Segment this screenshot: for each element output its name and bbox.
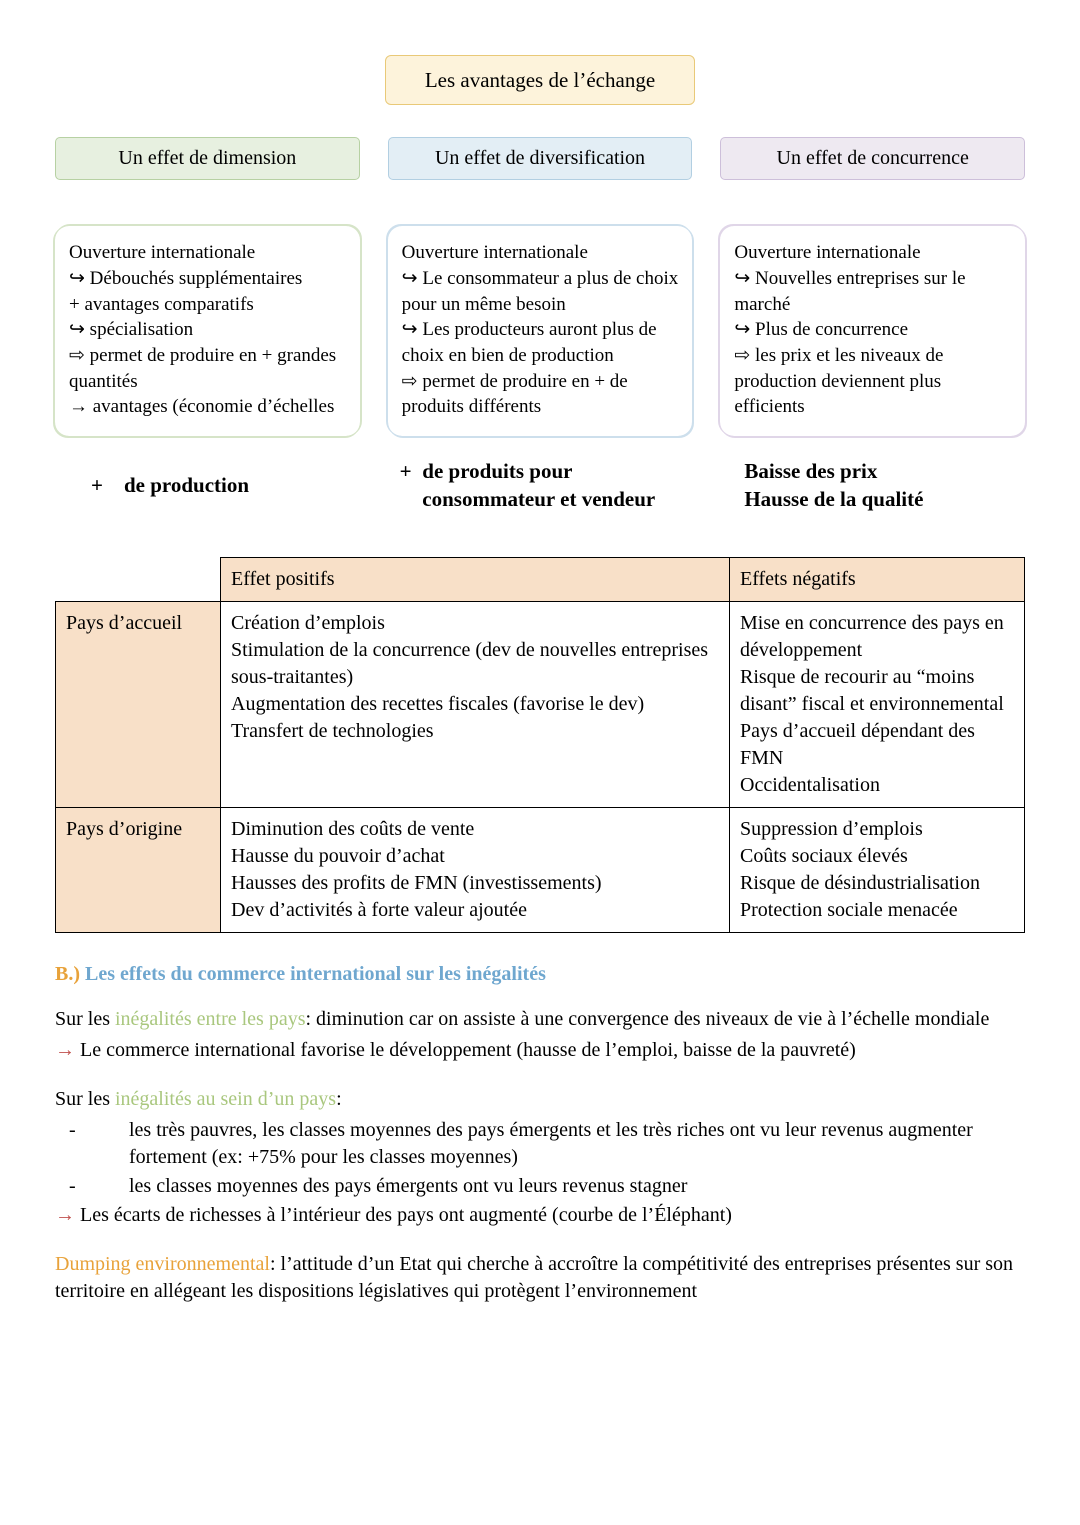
summary-text: de produits pour consommateur et vendeur xyxy=(422,458,680,513)
highlight-term: inégalités au sein d’un pays xyxy=(115,1088,336,1110)
paragraph-between-countries: Sur les inégalités entre les pays: dimin… xyxy=(55,1006,1025,1064)
plus-sign: + xyxy=(400,458,423,513)
effects-table: Effet positifs Effets négatifs Pays d’ac… xyxy=(55,557,1025,933)
tag-concurrence: Un effet de concurrence xyxy=(720,137,1025,180)
arrow-icon: → xyxy=(55,1204,75,1226)
text: : diminution car on assiste à une conver… xyxy=(306,1008,990,1030)
table-row: Pays d’origine Diminution des coûts de v… xyxy=(56,807,1025,932)
effect-cards-row: Ouverture internationale↪ Débouchés supp… xyxy=(55,226,1025,436)
paragraph-within-country: Sur les inégalités au sein d’un pays: le… xyxy=(55,1086,1025,1229)
card-diversification: Ouverture internationale↪ Le consommateu… xyxy=(388,226,693,436)
text: Les écarts de richesses à l’intérieur de… xyxy=(75,1204,732,1226)
row-label-accueil: Pays d’accueil xyxy=(56,601,221,807)
summary-concurrence: Baisse des prixHausse de la qualité xyxy=(708,458,1025,513)
text: : xyxy=(336,1088,342,1110)
card-dimension: Ouverture internationale↪ Débouchés supp… xyxy=(55,226,360,436)
highlight-term: inégalités entre les pays xyxy=(115,1008,306,1030)
section-b-prefix: B.) xyxy=(55,963,85,985)
arrow-icon: → xyxy=(55,1039,75,1061)
tag-dimension: Un effet de dimension xyxy=(55,137,360,180)
table-corner-empty xyxy=(56,557,221,601)
section-b-title: Les effets du commerce international sur… xyxy=(85,963,546,985)
list-item: les très pauvres, les classes moyennes d… xyxy=(99,1117,1025,1171)
text: Sur les xyxy=(55,1088,115,1110)
cell-accueil-negative: Mise en concurrence des pays en développ… xyxy=(730,601,1025,807)
definition-term: Dumping environnemental xyxy=(55,1253,270,1275)
effect-tags-row: Un effet de dimension Un effet de divers… xyxy=(55,137,1025,210)
table-row: Pays d’accueil Création d’emploisStimula… xyxy=(56,601,1025,807)
plus-sign: + xyxy=(91,473,103,497)
tag-diversification: Un effet de diversification xyxy=(388,137,693,180)
diagram-title: Les avantages de l’échange xyxy=(385,55,695,105)
row-label-origine: Pays d’origine xyxy=(56,807,221,932)
col-header-negative: Effets négatifs xyxy=(730,557,1025,601)
summary-diversification: + de produits pour consommateur et vende… xyxy=(400,458,681,513)
section-b-heading: B.) Les effets du commerce international… xyxy=(55,961,1025,988)
text: Le commerce international favorise le dé… xyxy=(75,1039,856,1061)
card-concurrence: Ouverture internationale↪ Nouvelles entr… xyxy=(720,226,1025,436)
col-header-positive: Effet positifs xyxy=(221,557,730,601)
cell-origine-positive: Diminution des coûts de venteHausse du p… xyxy=(221,807,730,932)
paragraph-dumping: Dumping environnemental: l’attitude d’un… xyxy=(55,1251,1025,1305)
summary-dimension: + de production xyxy=(55,472,372,499)
list-item: les classes moyennes des pays émergents … xyxy=(99,1173,1025,1200)
bullet-list: les très pauvres, les classes moyennes d… xyxy=(55,1117,1025,1200)
text: Sur les xyxy=(55,1008,115,1030)
effect-summaries-row: + de production + de produits pour conso… xyxy=(55,458,1025,513)
cell-origine-negative: Suppression d’emploisCoûts sociaux élevé… xyxy=(730,807,1025,932)
cell-accueil-positive: Création d’emploisStimulation de la conc… xyxy=(221,601,730,807)
summary-text: de production xyxy=(124,473,249,497)
